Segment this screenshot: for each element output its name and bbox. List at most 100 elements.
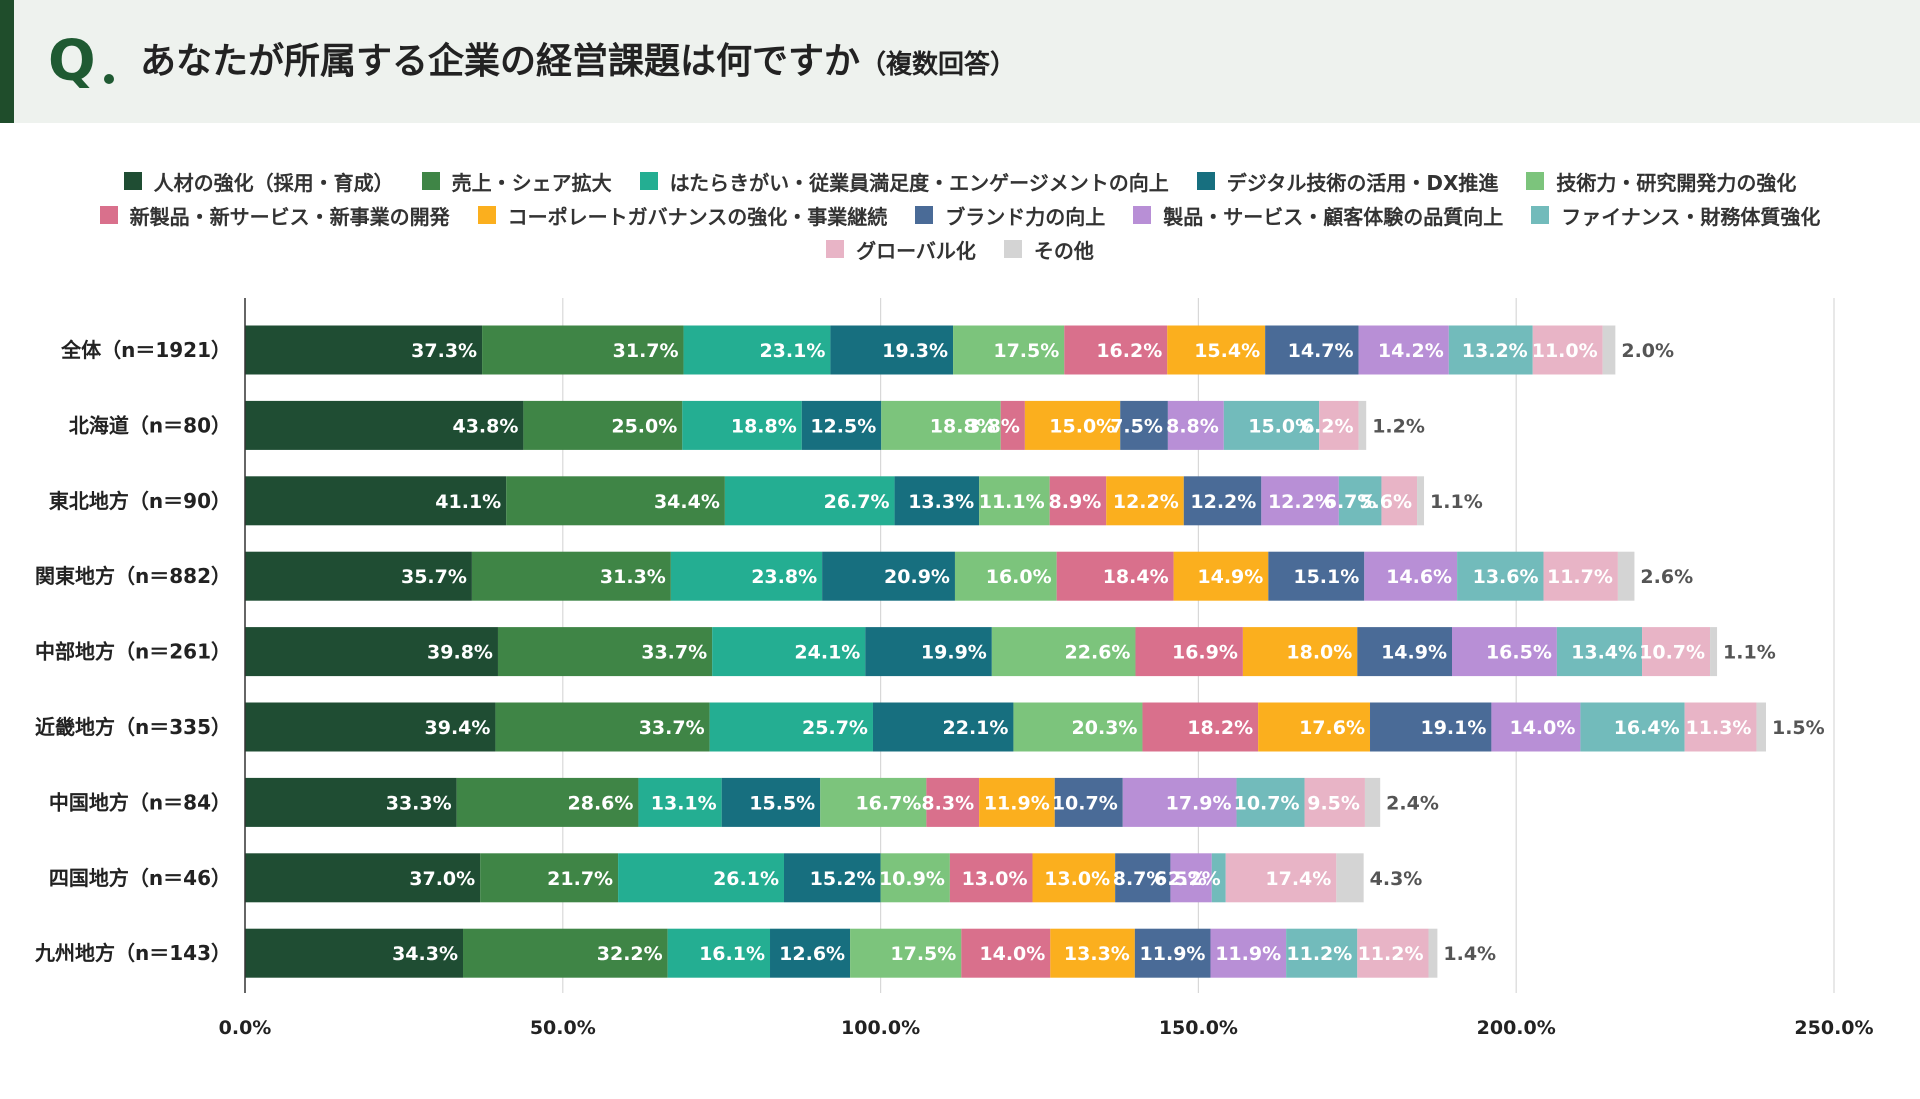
data-label-6-11: 2.4% — [1386, 792, 1439, 814]
data-label-5-9: 16.4% — [1614, 717, 1680, 739]
data-label-1-0: 43.8% — [452, 415, 518, 437]
bar-segment-0-2 — [683, 325, 831, 375]
data-label-4-1: 33.7% — [641, 642, 707, 664]
legend-item-6: コーポレートガバナンスの強化・事業継続 — [477, 202, 887, 229]
bar-segment-5-4 — [1013, 702, 1143, 752]
data-label-2-11: 1.1% — [1430, 491, 1483, 513]
question-dot-icon — [104, 74, 114, 84]
bar-segment-3-0 — [245, 551, 472, 601]
bar-segment-2-3 — [894, 476, 980, 526]
data-label-3-11: 2.6% — [1640, 566, 1693, 588]
bar-segment-2-4 — [979, 476, 1050, 526]
bar-segment-7-9 — [1211, 853, 1226, 903]
bar-segment-1-5 — [1000, 400, 1025, 450]
category-label-0: 全体（n＝1921） — [60, 338, 231, 362]
data-label-2-1: 34.4% — [654, 491, 720, 513]
bar-segment-2-11 — [1417, 476, 1425, 526]
legend-item-2: はたらきがい・従業員満足度・エンゲージメントの向上 — [639, 168, 1169, 195]
data-label-7-8: 6.5% — [1154, 868, 1207, 890]
bar-segment-4-11 — [1710, 627, 1718, 677]
bar-segment-1-6 — [1024, 400, 1121, 450]
data-label-2-10: 5.6% — [1359, 491, 1412, 513]
bar-segment-6-10 — [1304, 777, 1365, 827]
bar-segment-5-0 — [245, 702, 496, 752]
x-tick-label-5: 250.0% — [1794, 1017, 1873, 1039]
x-tick-label-0: 0.0% — [219, 1017, 272, 1039]
data-label-0-7: 14.7% — [1288, 340, 1354, 362]
data-label-2-8: 12.2% — [1268, 491, 1334, 513]
category-label-8: 九州地方（n＝143） — [34, 941, 231, 965]
bar-segment-8-0 — [245, 928, 464, 978]
bar-segment-4-2 — [712, 627, 866, 677]
bar-segment-7-5 — [949, 853, 1033, 903]
bar-segment-5-10 — [1684, 702, 1757, 752]
bar-segment-1-8 — [1167, 400, 1224, 450]
data-label-6-4: 16.7% — [855, 792, 921, 814]
x-tick-label-4: 200.0% — [1477, 1017, 1556, 1039]
legend-item-10: グローバル化 — [826, 236, 976, 263]
category-label-5: 近畿地方（n＝335） — [35, 715, 231, 739]
bar-segment-0-5 — [1064, 325, 1168, 375]
bar-segment-1-7 — [1120, 400, 1168, 450]
legend-label-1: 売上・シェア拡大 — [451, 170, 612, 195]
bar-segment-2-7 — [1183, 476, 1262, 526]
data-label-5-4: 20.3% — [1072, 717, 1138, 739]
data-label-8-0: 34.3% — [392, 943, 458, 965]
data-label-0-5: 16.2% — [1096, 340, 1162, 362]
data-label-3-5: 18.4% — [1103, 566, 1169, 588]
category-label-6: 中国地方（n＝84） — [49, 790, 231, 814]
data-label-6-3: 15.5% — [749, 792, 815, 814]
legend-swatch-0 — [123, 172, 142, 190]
legend-label-3: デジタル技術の活用・DX推進 — [1226, 170, 1499, 195]
bar-segment-3-9 — [1457, 551, 1544, 601]
bar-segment-6-7 — [1054, 777, 1123, 827]
header-banner: Q あなたが所属する企業の経営課題は何ですか（複数回答） — [0, 0, 1920, 123]
bar-segment-0-9 — [1448, 325, 1533, 375]
data-label-4-2: 24.1% — [794, 642, 860, 664]
data-label-0-0: 37.3% — [411, 340, 477, 362]
data-label-2-9: 6.7% — [1324, 491, 1377, 513]
legend-swatch-7 — [915, 206, 934, 224]
bar-segment-7-0 — [245, 853, 481, 903]
bar-segment-0-6 — [1167, 325, 1266, 375]
legend-item-8: 製品・サービス・顧客体験の品質向上 — [1133, 202, 1503, 229]
data-label-1-10: 6.2% — [1301, 415, 1354, 437]
data-label-6-0: 33.3% — [386, 792, 452, 814]
bar-segment-8-7 — [1134, 928, 1211, 978]
bar-segment-2-9 — [1338, 476, 1382, 526]
bar-segment-8-2 — [667, 928, 771, 978]
data-label-3-1: 31.3% — [600, 566, 666, 588]
data-label-3-4: 16.0% — [986, 566, 1052, 588]
bar-segment-8-8 — [1210, 928, 1287, 978]
bar-segment-7-10 — [1225, 853, 1337, 903]
data-label-7-2: 26.1% — [713, 868, 779, 890]
legend-item-1: 売上・シェア拡大 — [421, 168, 612, 195]
data-label-1-3: 12.5% — [810, 415, 876, 437]
bar-segment-7-1 — [480, 853, 619, 903]
data-label-6-8: 17.9% — [1166, 792, 1232, 814]
data-label-1-2: 18.8% — [731, 415, 797, 437]
data-label-3-3: 20.9% — [884, 566, 950, 588]
data-label-0-2: 23.1% — [759, 340, 825, 362]
bar-segment-0-11 — [1602, 325, 1616, 375]
legend-label-2: はたらきがい・従業員満足度・エンゲージメントの向上 — [669, 170, 1169, 195]
bar-segment-3-5 — [1056, 551, 1174, 601]
bar-segment-5-6 — [1258, 702, 1371, 752]
data-label-5-8: 14.0% — [1509, 717, 1575, 739]
legend-label-7: ブランド力の向上 — [945, 204, 1106, 229]
bar-segment-2-0 — [245, 476, 507, 526]
data-label-3-2: 23.8% — [751, 566, 817, 588]
data-label-8-2: 16.1% — [699, 943, 765, 965]
data-label-5-11: 1.5% — [1772, 717, 1825, 739]
data-label-1-11: 1.2% — [1372, 415, 1425, 437]
data-label-1-5: 3.8% — [967, 415, 1020, 437]
bar-segment-3-2 — [670, 551, 823, 601]
data-label-5-1: 33.7% — [639, 717, 705, 739]
data-label-5-0: 39.4% — [425, 717, 491, 739]
data-label-8-4: 17.5% — [890, 943, 956, 965]
bar-segment-8-11 — [1428, 928, 1438, 978]
data-label-7-6: 13.0% — [1044, 868, 1110, 890]
bar-segment-6-1 — [456, 777, 639, 827]
data-label-2-2: 26.7% — [824, 491, 890, 513]
